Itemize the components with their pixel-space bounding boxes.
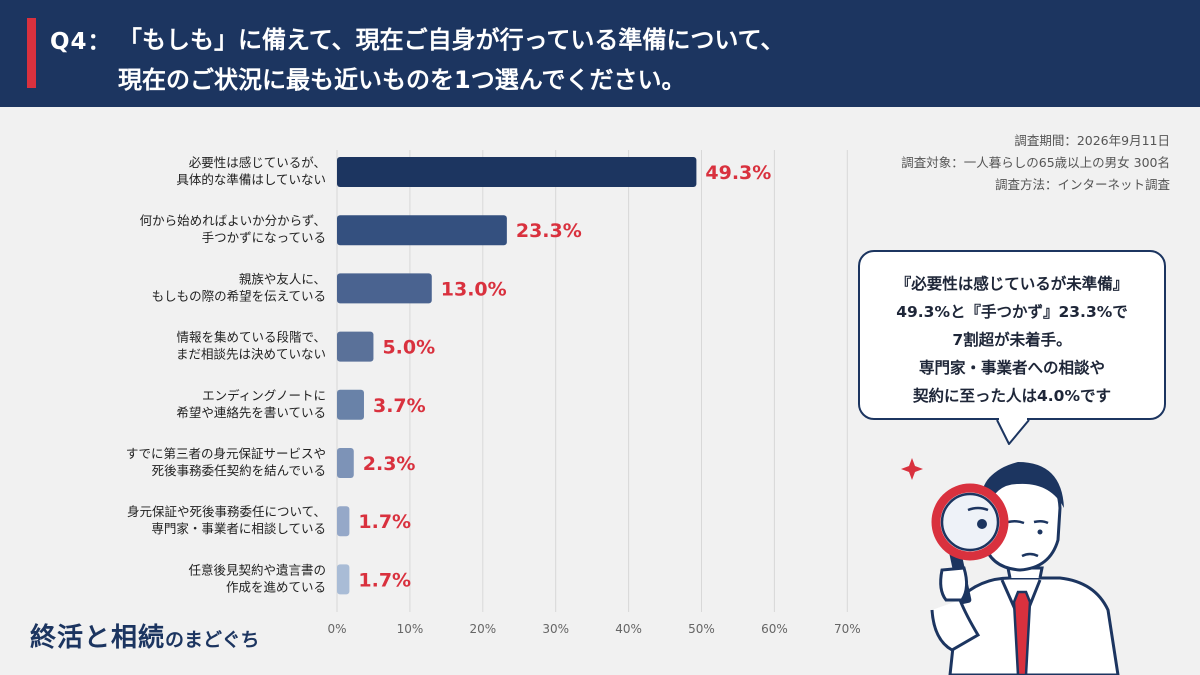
bar bbox=[337, 448, 354, 478]
callout-line: 7割超が未着手。 bbox=[952, 331, 1072, 349]
value-label: 5.0% bbox=[382, 337, 435, 359]
question-title-line-1: 「もしも」に備えて、現在ご自身が行っている準備について、 bbox=[118, 26, 785, 54]
callout-line: 『必要性は感じているが未準備』 bbox=[895, 275, 1129, 293]
category-label: エンディングノートに bbox=[202, 388, 326, 403]
callout-tail bbox=[996, 418, 1030, 445]
category-label: 身元保証や死後事務委任について、 bbox=[127, 504, 326, 519]
x-tick-label: 30% bbox=[542, 622, 569, 636]
category-label: 専門家・事業者に相談している bbox=[151, 521, 326, 536]
x-tick-label: 0% bbox=[327, 622, 346, 636]
category-label: 希望や連絡先を書いている bbox=[176, 405, 326, 420]
bar bbox=[337, 564, 350, 595]
value-labels: 49.3% 23.3% 13.0% 5.0% 3.7% 2.3% 1.7% 1.7% bbox=[358, 162, 771, 591]
category-label: 何から始めればよいか分からず、 bbox=[140, 213, 326, 228]
logo-main-text: 終活と相続 bbox=[30, 623, 166, 653]
x-tick-label: 60% bbox=[761, 622, 788, 636]
category-label: すでに第三者の身元保証サービスや bbox=[126, 446, 326, 461]
x-tick-label: 40% bbox=[615, 622, 642, 636]
callout-line: 専門家・事業者への相談や bbox=[918, 359, 1105, 377]
bar bbox=[337, 331, 374, 362]
header-bar bbox=[0, 0, 1200, 107]
category-label: 死後事務委任契約を結んでいる bbox=[152, 463, 326, 478]
x-tick-label: 70% bbox=[834, 622, 861, 636]
survey-period: 調査期間：2026年9月11日 bbox=[1014, 133, 1170, 148]
x-tick-label: 50% bbox=[688, 622, 715, 636]
survey-info: 調査期間：2026年9月11日 調査対象：一人暮らしの65歳以上の男女 300名… bbox=[901, 130, 1170, 196]
callout-line: 49.3%と『手つかず』23.3%で bbox=[896, 303, 1128, 321]
category-label: 親族や友人に、 bbox=[239, 271, 326, 286]
category-label: まだ相談先は決めていない bbox=[176, 347, 326, 362]
category-labels: 必要性は感じているが、具体的な準備はしていない何から始めればよいか分からず、手つ… bbox=[126, 155, 326, 594]
survey-method: 調査方法：インターネット調査 bbox=[994, 177, 1170, 192]
bars bbox=[337, 157, 697, 595]
category-label: 手つかずになっている bbox=[202, 230, 326, 245]
survey-target: 調査対象：一人暮らしの65歳以上の男女 300名 bbox=[901, 155, 1170, 170]
value-label: 2.3% bbox=[363, 453, 416, 475]
category-label: 必要性は感じているが、 bbox=[189, 155, 326, 170]
category-label: もしもの際の希望を伝えている bbox=[152, 288, 326, 303]
value-label: 1.7% bbox=[358, 569, 411, 591]
header-accent-stripe bbox=[27, 18, 36, 88]
callout-line: 契約に至った人は4.0%です bbox=[913, 387, 1111, 405]
value-label: 1.7% bbox=[358, 511, 411, 533]
bar bbox=[337, 157, 697, 187]
value-label: 23.3% bbox=[516, 220, 582, 242]
value-label: 3.7% bbox=[373, 395, 426, 417]
value-label: 13.0% bbox=[441, 278, 507, 300]
x-axis-ticks: 0% 10% 20% 30% 40% 50% 60% 70% bbox=[327, 622, 860, 636]
bar bbox=[337, 273, 432, 304]
x-tick-label: 10% bbox=[397, 622, 424, 636]
brand-logo: 終活と相続のまどぐち bbox=[30, 617, 259, 653]
category-label: 任意後見契約や遺言書の bbox=[188, 562, 326, 577]
man-with-magnifier-illustration bbox=[901, 458, 1120, 675]
question-number: Q4： bbox=[50, 29, 112, 55]
category-label: 具体的な準備はしていない bbox=[176, 172, 326, 187]
value-label: 49.3% bbox=[705, 162, 771, 184]
question-title-line-2: 現在のご状況に最も近いものを1つ選んでください。 bbox=[118, 66, 686, 94]
category-label: 情報を集めている段階で、 bbox=[176, 330, 326, 345]
x-tick-label: 20% bbox=[469, 622, 496, 636]
callout-bubble: 『必要性は感じているが未準備』 49.3%と『手つかず』23.3%で 7割超が未… bbox=[858, 250, 1166, 420]
bar bbox=[337, 215, 507, 246]
category-label: 作成を進めている bbox=[226, 579, 326, 594]
sparkle-icon bbox=[901, 458, 923, 480]
callout-text: 『必要性は感じているが未準備』 49.3%と『手つかず』23.3%で 7割超が未… bbox=[860, 270, 1164, 410]
logo-sub-text: のまどぐち bbox=[165, 629, 260, 651]
bar bbox=[337, 506, 350, 537]
bar bbox=[337, 389, 364, 420]
